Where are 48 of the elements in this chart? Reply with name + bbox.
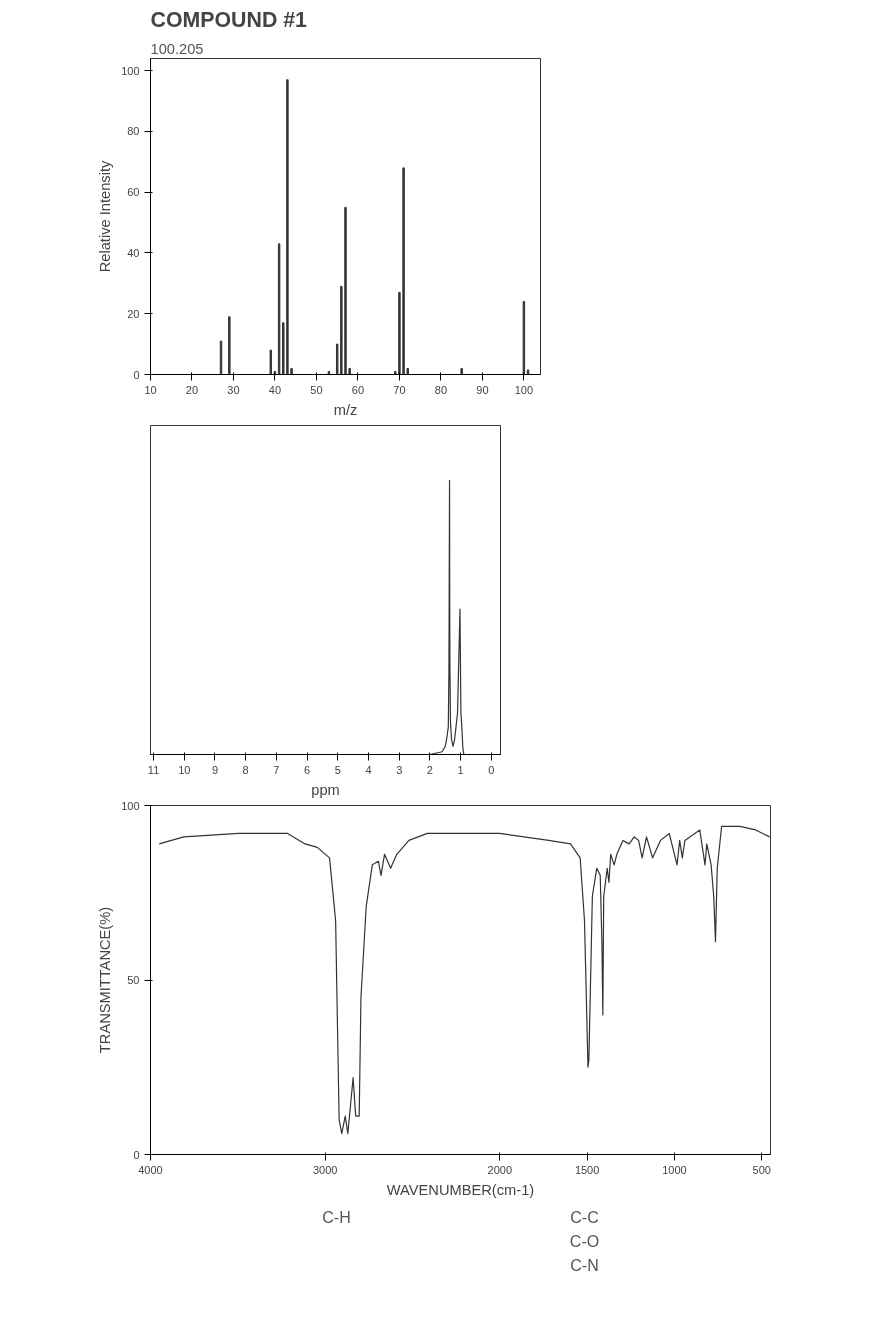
x-axis-title: WAVENUMBER(cm-1) xyxy=(386,1181,535,1198)
x-tick-label: 90 xyxy=(476,383,489,396)
x-tick-label: 8 xyxy=(242,763,249,776)
x-tick-label: 1 xyxy=(457,763,464,776)
y-tick-label: 20 xyxy=(127,307,140,320)
y-tick-label: 80 xyxy=(127,125,140,138)
x-axis-title: m/z xyxy=(333,401,358,418)
x-tick-label: 0 xyxy=(488,763,495,776)
x-tick-label: 10 xyxy=(144,383,157,396)
y-tick-label: 100 xyxy=(121,799,140,812)
x-tick-label: 100 xyxy=(514,383,534,396)
x-tick-label: 10 xyxy=(178,763,191,776)
x-axis-title: ppm xyxy=(311,781,340,798)
x-tick-label: 4000 xyxy=(138,1163,163,1176)
text: C-N xyxy=(570,1257,599,1275)
x-tick-label: 3 xyxy=(396,763,403,776)
y-tick-label: 50 xyxy=(127,974,140,986)
x-tick-label: 50 xyxy=(310,383,323,396)
x-tick-label: 30 xyxy=(227,383,240,396)
x-tick-label: 11 xyxy=(147,763,160,776)
y-tick-label: 60 xyxy=(127,186,140,199)
x-tick-label: 2 xyxy=(426,763,433,776)
x-tick-label: 4 xyxy=(365,763,372,776)
text: C-O xyxy=(569,1233,600,1251)
x-tick-label: 1500 xyxy=(574,1163,600,1176)
y-tick-label: 40 xyxy=(127,246,140,259)
x-tick-label: 70 xyxy=(393,383,406,396)
y-tick-label: 0 xyxy=(133,1148,140,1161)
x-tick-label: 2000 xyxy=(487,1163,513,1176)
y-tick-label: 0 xyxy=(133,368,140,381)
x-tick-label: 3000 xyxy=(312,1163,338,1176)
x-tick-label: 7 xyxy=(273,763,280,776)
x-tick-label: 80 xyxy=(434,383,448,396)
chart-subtitle: 100.205 xyxy=(150,40,204,57)
x-tick-label: 1000 xyxy=(662,1163,687,1176)
x-tick-label: 5 xyxy=(334,763,341,776)
x-tick-label: 500 xyxy=(752,1163,771,1176)
text: C-C xyxy=(570,1208,599,1226)
x-tick-label: 6 xyxy=(304,763,311,776)
y-axis-title: Relative Intensity xyxy=(97,160,114,273)
x-tick-label: 9 xyxy=(211,763,219,776)
x-tick-label: 20 xyxy=(185,383,199,396)
text: C-H xyxy=(322,1208,351,1226)
y-axis-title: TRANSMITTANCE(%) xyxy=(97,906,114,1054)
chart-title: COMPOUND #1 xyxy=(150,7,308,32)
y-tick-label: 100 xyxy=(121,64,140,77)
x-tick-label: 60 xyxy=(351,383,365,396)
x-tick-label: 40 xyxy=(268,383,282,396)
